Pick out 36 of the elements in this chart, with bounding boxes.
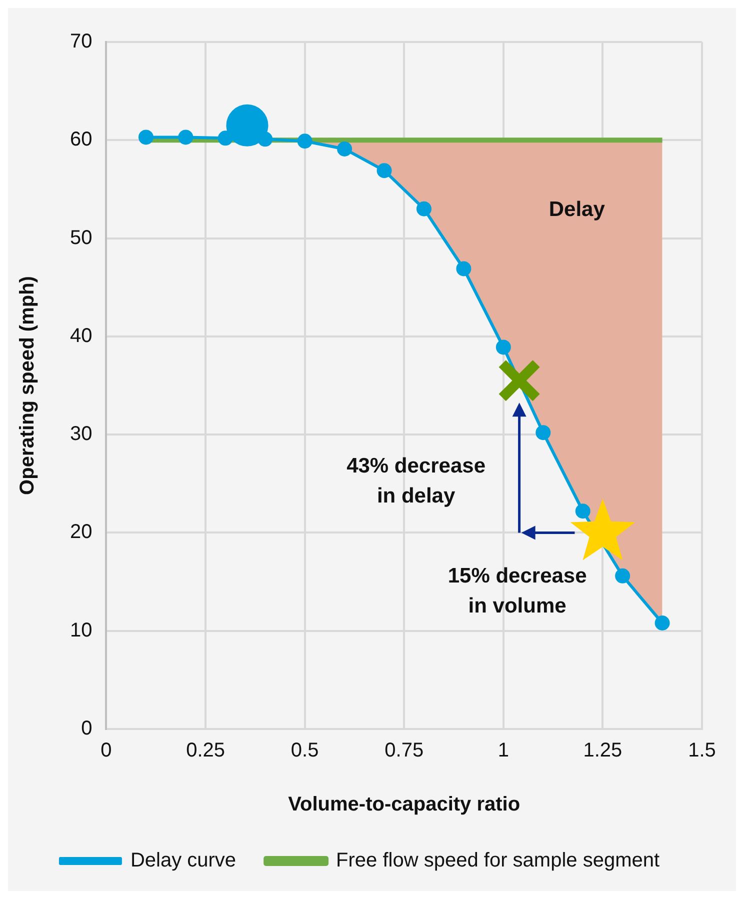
y-tick-label: 20: [70, 521, 92, 544]
y-tick-label: 10: [70, 619, 92, 642]
x-tick-label: 0.5: [290, 740, 319, 762]
point: [376, 163, 392, 178]
annotation: 43% decrease in delay: [346, 454, 486, 508]
x-tick-label: 1: [498, 740, 509, 762]
y-tick-label: 60: [70, 128, 92, 151]
annotation: 15% decrease in volume: [448, 564, 587, 618]
point: [138, 130, 154, 145]
point: [497, 358, 542, 403]
legend-label: Delay curve: [130, 850, 236, 872]
point: [536, 425, 551, 440]
x-axis-title: Volume-to-capacity ratio: [288, 794, 520, 816]
x-tick-label: 0.75: [384, 740, 424, 762]
x-tick-label: 0: [100, 740, 112, 762]
y-tick-label: 50: [70, 226, 92, 249]
point: [297, 134, 312, 149]
point: [337, 141, 352, 156]
x-tick-label: 0.25: [186, 740, 226, 762]
x-tick-label: 1.25: [583, 740, 622, 762]
point: [496, 340, 511, 355]
point: [416, 201, 432, 216]
x-tick-label: 1.5: [688, 740, 716, 762]
y-tick-label: 70: [70, 30, 92, 53]
point: [218, 130, 233, 146]
point: [456, 261, 472, 276]
y-tick-label: 40: [70, 324, 92, 347]
point: [575, 504, 590, 519]
legend-label: Free flow speed for sample segment: [336, 850, 660, 872]
y-tick-label: 0: [81, 718, 92, 740]
point: [654, 616, 670, 631]
point: [178, 130, 194, 145]
annotation: Delay: [548, 198, 606, 222]
point: [615, 568, 630, 584]
y-axis-title: Operating speed (mph): [16, 276, 39, 495]
y-tick-label: 30: [70, 423, 92, 446]
